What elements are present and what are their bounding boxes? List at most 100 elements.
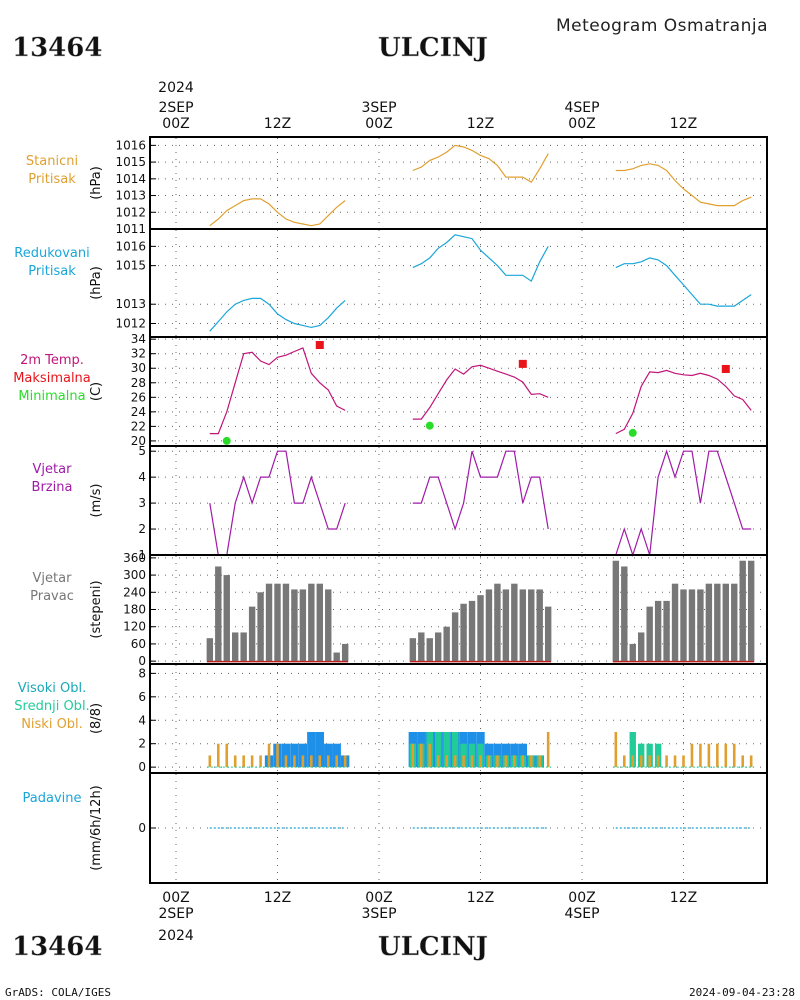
y-axis-label: (hPa) bbox=[89, 266, 104, 300]
high-cloud-bar bbox=[493, 743, 502, 768]
y-tick-label: 1 bbox=[138, 548, 146, 562]
low-cloud-bar bbox=[453, 755, 457, 768]
y-tick-label: 240 bbox=[123, 585, 146, 599]
max-temp-marker bbox=[721, 364, 730, 373]
y-axis-label: (mm/6h/12h) bbox=[89, 785, 104, 871]
low-cloud-bar bbox=[656, 755, 660, 768]
y-tick-label: 360 bbox=[123, 551, 146, 565]
wind-direction-bar bbox=[705, 583, 713, 662]
low-cloud-bar bbox=[293, 755, 296, 768]
panel-title-line: Minimalna bbox=[18, 389, 85, 404]
low-cloud-bar bbox=[639, 755, 643, 768]
top-time-label: 00Z bbox=[162, 116, 189, 132]
panel-title-line: Maksimalna bbox=[13, 371, 91, 386]
low-cloud-bar bbox=[276, 743, 279, 768]
wind-direction-bar bbox=[671, 583, 679, 662]
wind-direction-bar bbox=[206, 638, 214, 662]
min-temp-marker bbox=[222, 436, 231, 445]
high-cloud-bar bbox=[510, 743, 519, 768]
wind-direction-bar bbox=[299, 589, 307, 662]
panel-title-line: Vjetar bbox=[33, 571, 73, 586]
low-cloud-bar bbox=[310, 755, 313, 768]
low-cloud-bar bbox=[732, 743, 736, 768]
top-time-label: 00Z bbox=[568, 116, 595, 132]
low-cloud-bar bbox=[318, 755, 322, 768]
high-cloud-bar bbox=[501, 743, 511, 768]
high-cloud-bar bbox=[315, 731, 324, 768]
bottom-time-label: 12Z bbox=[467, 890, 494, 906]
high-cloud-bar bbox=[290, 743, 299, 768]
low-cloud-bar bbox=[614, 731, 618, 768]
low-cloud-bar bbox=[716, 743, 719, 768]
high-cloud-bar bbox=[281, 743, 291, 768]
wind-direction-bar bbox=[544, 606, 552, 662]
low-cloud-bar bbox=[749, 755, 753, 768]
bottom-time-label: 4SEP bbox=[564, 906, 599, 922]
temperature-line bbox=[209, 347, 346, 435]
wind_speed-line bbox=[412, 450, 549, 531]
top-time-label: 3SEP bbox=[361, 100, 396, 116]
bottom-time-label: 12Z bbox=[264, 890, 291, 906]
temperature-line bbox=[615, 369, 752, 435]
low-cloud-bar bbox=[419, 743, 423, 768]
low-cloud-bar bbox=[631, 755, 635, 768]
y-tick-label: 24 bbox=[131, 405, 146, 419]
low-cloud-bar bbox=[673, 755, 677, 768]
mid-cloud-bar bbox=[477, 743, 484, 768]
panels: 1011 1012 1013 1014 1015 1016 (hPa) Stanicni Pri… bbox=[13, 136, 768, 884]
y-tick-label: 120 bbox=[123, 620, 146, 634]
wind-direction-bar bbox=[426, 638, 433, 662]
y-tick-label: 180 bbox=[123, 603, 146, 617]
wind-direction-bar bbox=[418, 632, 425, 662]
y-axis-label: (m/s) bbox=[89, 484, 104, 518]
wind-direction-bar bbox=[485, 589, 493, 662]
y-tick-label: 26 bbox=[131, 390, 146, 404]
min-temp-marker bbox=[628, 428, 637, 437]
wind-direction-bar bbox=[443, 626, 450, 662]
y-axis-label: (hPa) bbox=[89, 166, 104, 200]
wind_speed-line bbox=[615, 449, 752, 557]
wind-direction-bar bbox=[680, 589, 687, 662]
high-cloud-bar bbox=[307, 731, 316, 768]
low-cloud-bar bbox=[267, 743, 271, 768]
panel-title-line: Pritisak bbox=[28, 264, 76, 279]
y-tick-label: 0 bbox=[138, 760, 146, 774]
wind-direction-bar bbox=[519, 589, 526, 662]
y-tick-label: 5 bbox=[138, 444, 146, 458]
panel-title-line: Srednji Obl. bbox=[14, 699, 89, 714]
y-tick-label: 1013 bbox=[115, 189, 146, 203]
high-cloud-bar bbox=[484, 743, 494, 768]
wind-direction-bar bbox=[654, 600, 662, 662]
wind-direction-bar bbox=[536, 589, 543, 662]
wind-direction-bar bbox=[663, 600, 670, 662]
bottom-time-label: 12Z bbox=[670, 890, 697, 906]
bottom-time-label: 3SEP bbox=[361, 906, 396, 922]
top-time-label: 12Z bbox=[467, 116, 494, 132]
footer-credit: GrADS: COLA/IGES bbox=[5, 986, 111, 999]
top-time-label: 00Z bbox=[365, 116, 392, 132]
wind-direction-bar bbox=[308, 583, 315, 662]
wind-direction-bar bbox=[325, 589, 332, 662]
low-cloud-bar bbox=[445, 755, 448, 768]
y-tick-label: 3 bbox=[138, 496, 146, 510]
y-tick-label: 1013 bbox=[115, 297, 146, 311]
mid-cloud-bar bbox=[443, 731, 450, 768]
station-name-top: ULCINJ bbox=[378, 33, 488, 63]
temperature-line bbox=[412, 364, 549, 420]
wind-direction-bar bbox=[697, 589, 704, 662]
bottom-time-label: 2SEP bbox=[158, 906, 193, 922]
low-cloud-bar bbox=[690, 743, 694, 768]
wind-direction-bar bbox=[739, 560, 746, 662]
low-cloud-bar bbox=[462, 755, 465, 768]
wind-direction-bar bbox=[612, 560, 620, 662]
low-cloud-bar bbox=[538, 755, 542, 768]
panel-wind_direction: 0 60 120 180 240 300 360 (stepeni) Vjetar Pravac bbox=[30, 551, 767, 668]
wind-direction-bar bbox=[282, 583, 290, 662]
y-tick-label: 32 bbox=[131, 347, 146, 361]
wind-direction-bar bbox=[502, 589, 510, 662]
mid-cloud-bar bbox=[629, 731, 636, 768]
high-cloud-bar bbox=[324, 743, 333, 768]
wind-direction-bar bbox=[722, 583, 729, 662]
low-cloud-bar bbox=[724, 743, 728, 768]
